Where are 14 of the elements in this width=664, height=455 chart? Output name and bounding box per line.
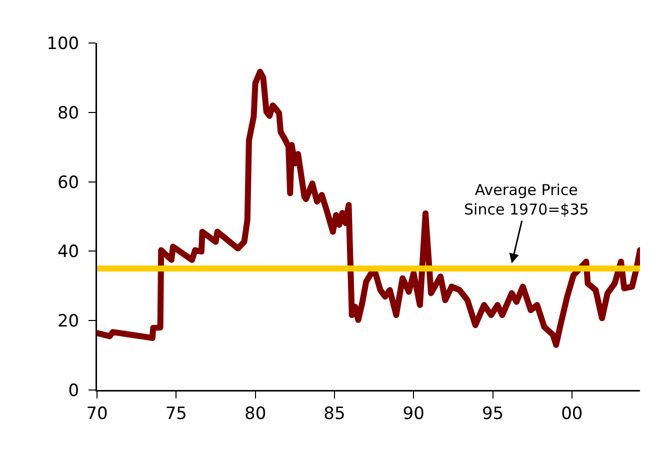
x-tick-label: 90 <box>402 404 424 424</box>
x-tick-label: 70 <box>86 404 108 424</box>
y-tick-label: 80 <box>57 103 80 124</box>
annotation: Average Price Since 1970=$35 <box>464 181 589 218</box>
y-tick-label: 60 <box>57 172 80 193</box>
y-tick-label: 20 <box>57 312 80 332</box>
x-tick-label: 75 <box>165 404 187 424</box>
y-tick-label: 0 <box>68 380 80 401</box>
x-tick-label: 00 <box>561 404 583 424</box>
y-tick-label: 40 <box>57 242 80 262</box>
x-tick-label: 80 <box>244 404 266 424</box>
x-tick-label: 85 <box>324 404 346 424</box>
y-tick-label: 100 <box>46 34 80 54</box>
x-tick-label: 95 <box>482 404 504 424</box>
